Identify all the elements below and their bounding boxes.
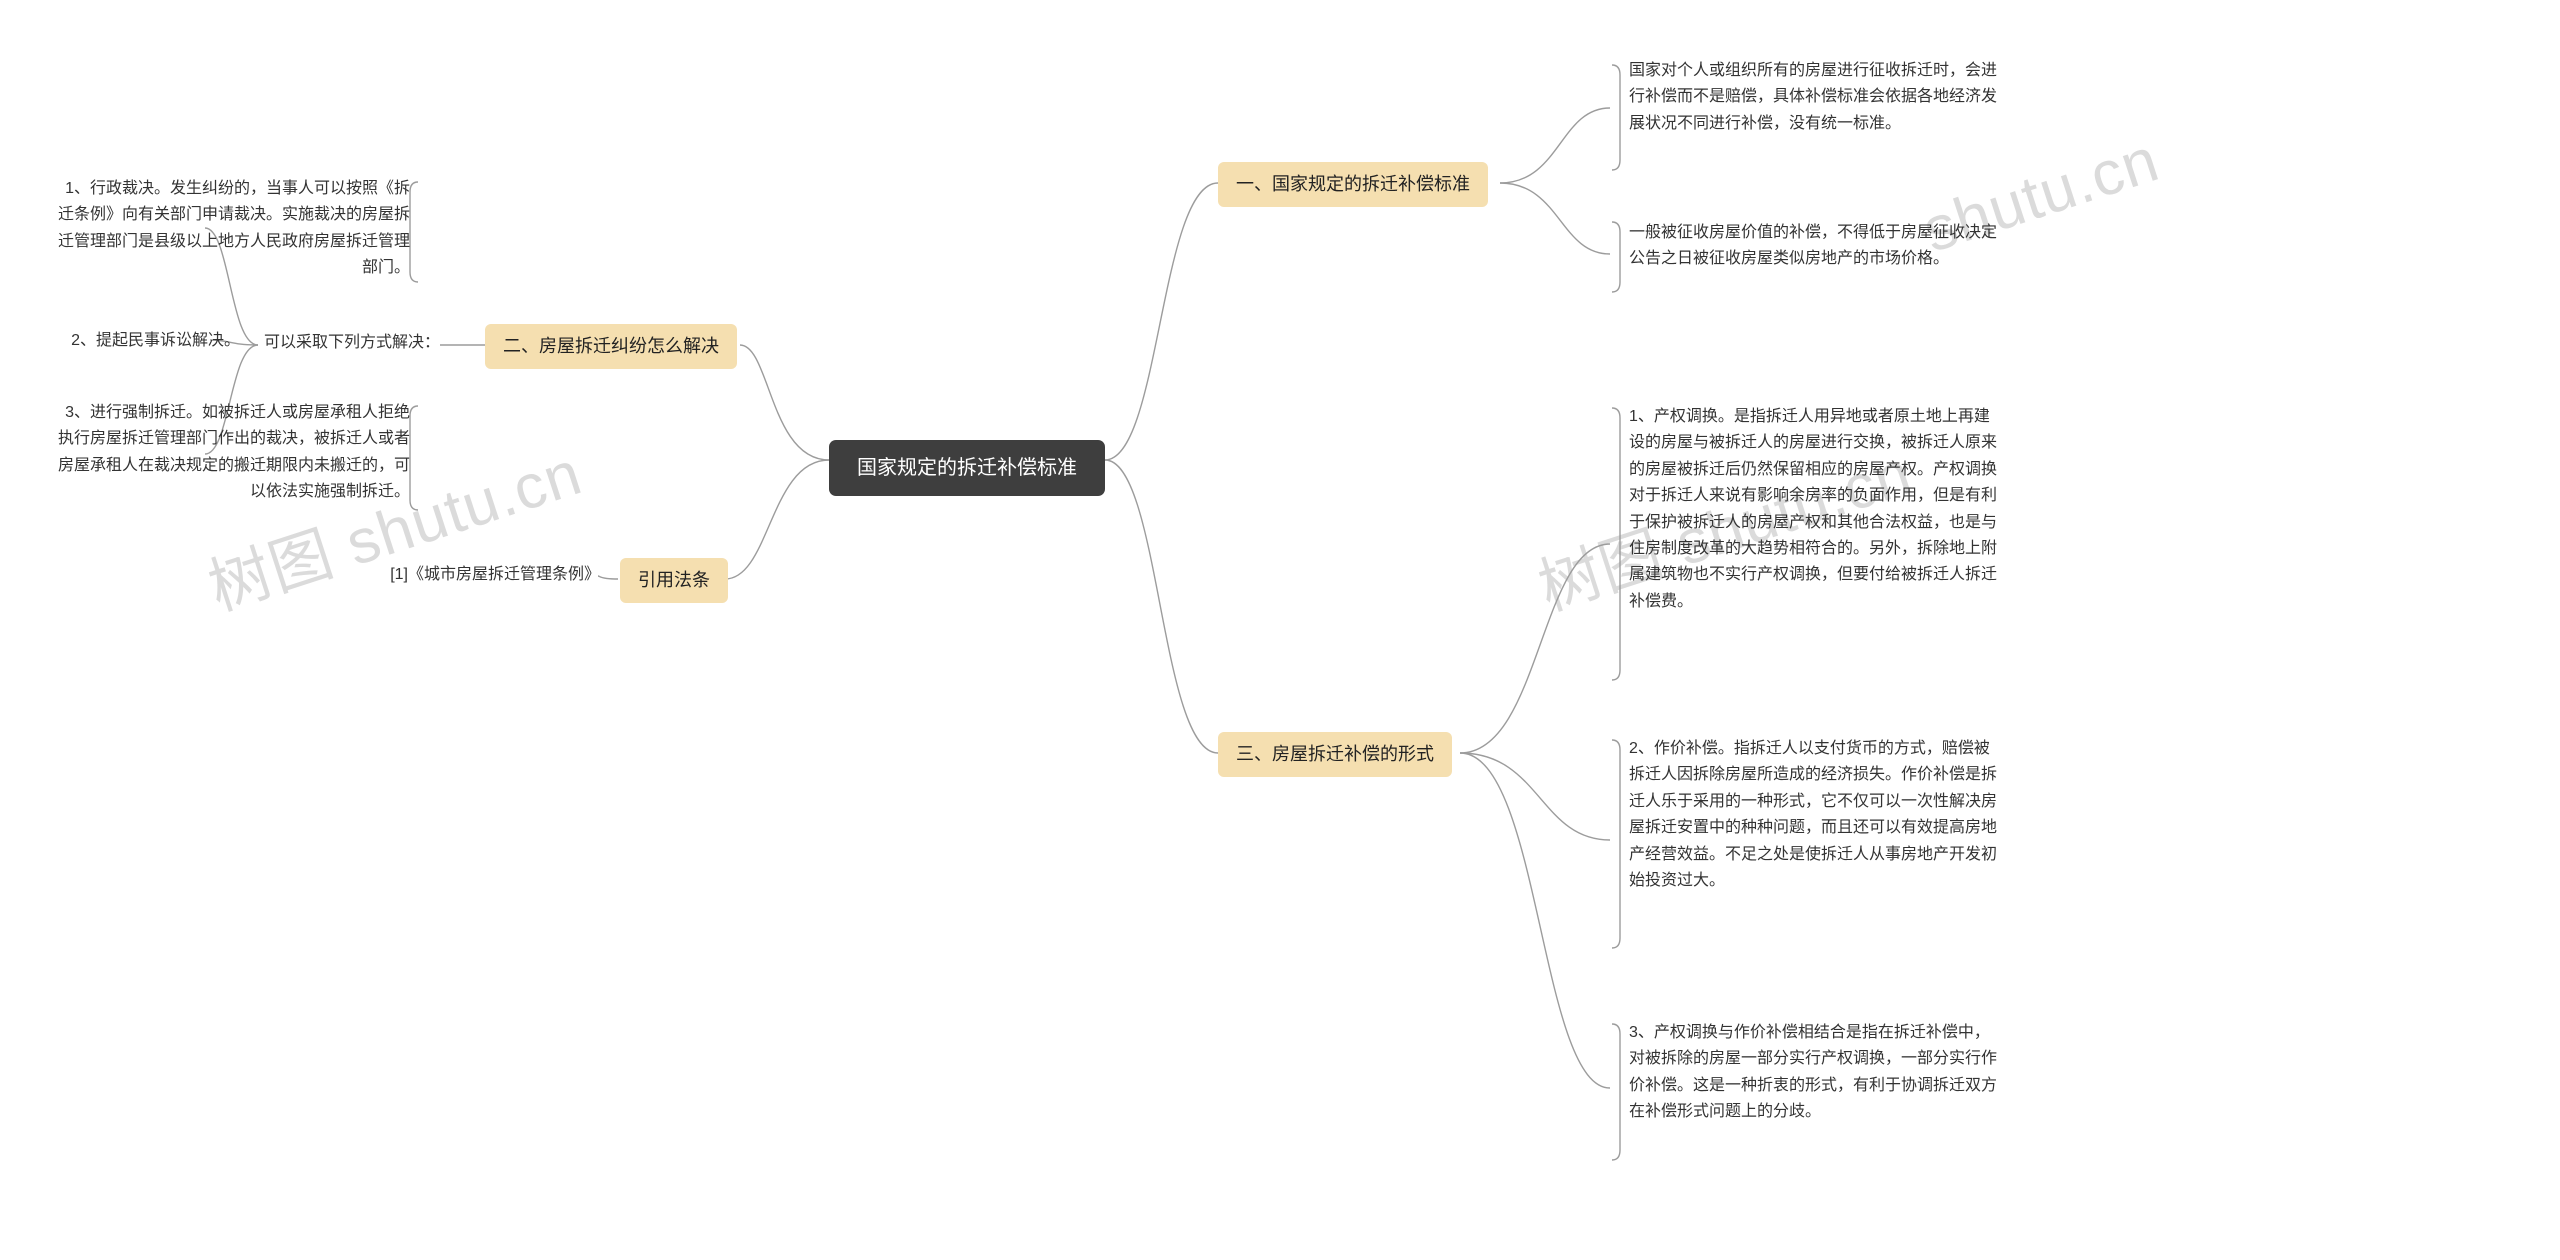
leaf-r2-1: 2、作价补偿。指拆迁人以支付货币的方式，赔偿被拆迁人因拆除房屋所造成的经济损失。… [1629, 736, 1999, 894]
leaf-r1-1: 一般被征收房屋价值的补偿，不得低于房屋征收决定公告之日被征收房屋类似房地产的市场… [1629, 220, 1999, 273]
center-node: 国家规定的拆迁补偿标准 [829, 440, 1105, 496]
leaf-r1-0: 国家对个人或组织所有的房屋进行征收拆迁时，会进行补偿而不是赔偿，具体补偿标准会依… [1629, 58, 1999, 137]
leaf-l2-0: [1]《城市房屋拆迁管理条例》 [370, 562, 600, 588]
leaf-r2-2: 3、产权调换与作价补偿相结合是指在拆迁补偿中，对被拆除的房屋一部分实行产权调换，… [1629, 1020, 1999, 1126]
branch-l1: 二、房屋拆迁纠纷怎么解决 [485, 324, 737, 369]
leaf-l1-2: 3、进行强制拆迁。如被拆迁人或房屋承租人拒绝执行房屋拆迁管理部门作出的裁决，被拆… [50, 400, 410, 506]
branch-l2: 引用法条 [620, 558, 728, 603]
mindmap-canvas: 树图 shutu.cn 树图 shutu.cn shutu.cn [0, 0, 2560, 1260]
leaf-r2-0: 1、产权调换。是指拆迁人用异地或者原土地上再建设的房屋与被拆迁人的房屋进行交换，… [1629, 404, 1999, 615]
branch-r1: 一、国家规定的拆迁补偿标准 [1218, 162, 1488, 207]
leaf-l1-1: 2、提起民事诉讼解决。 [50, 328, 240, 354]
sub-l1: 可以采取下列方式解决： [260, 330, 440, 356]
leaf-l1-0: 1、行政裁决。发生纠纷的，当事人可以按照《拆迁条例》向有关部门申请裁决。实施裁决… [50, 176, 410, 282]
branch-r2: 三、房屋拆迁补偿的形式 [1218, 732, 1452, 777]
